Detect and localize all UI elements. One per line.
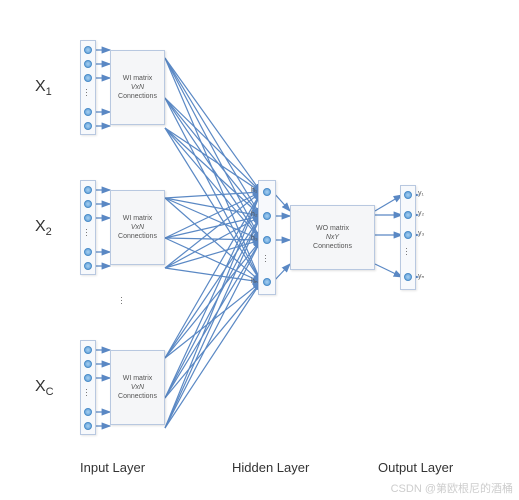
xc-label: XC	[35, 378, 54, 398]
output-neuron	[404, 191, 412, 199]
output-neuron-label: yₙ	[418, 272, 424, 280]
output-neuron-label: y₃	[418, 230, 424, 237]
hidden-layer-label: Hidden Layer	[232, 460, 309, 475]
input-neuron	[84, 262, 92, 270]
hidden-neuron-label: h₁	[251, 187, 257, 194]
wo-matrix: WO matrix NxY Connections	[290, 205, 375, 270]
hidden-neuron	[263, 188, 271, 196]
hidden-neuron	[263, 278, 271, 286]
input-neuron	[84, 74, 92, 82]
ellipsis: ···	[85, 88, 93, 97]
input-neuron	[84, 186, 92, 194]
input-neuron	[84, 422, 92, 430]
hidden-neuron-label: h₂	[251, 211, 258, 218]
output-neuron	[404, 231, 412, 239]
output-neuron	[404, 273, 412, 281]
ellipsis: ···	[85, 388, 93, 397]
input-ellipsis: ···	[120, 296, 128, 305]
input-neuron	[84, 248, 92, 256]
output-neuron-label: y₁	[418, 190, 424, 197]
input-neuron	[84, 360, 92, 368]
input-neuron	[84, 46, 92, 54]
input-neuron	[84, 122, 92, 130]
ellipsis: ···	[405, 247, 413, 256]
x2-label: X2	[35, 218, 52, 238]
hidden-neuron	[263, 212, 271, 220]
input-neuron	[84, 408, 92, 416]
output-layer-label: Output Layer	[378, 460, 453, 475]
input-neuron	[84, 200, 92, 208]
watermark: CSDN @第欧根尼的酒桶	[391, 480, 513, 496]
wi-matrix-c: WI matrix VxN Connections	[110, 350, 165, 425]
input-neuron	[84, 108, 92, 116]
output-neuron	[404, 211, 412, 219]
input-neuron	[84, 60, 92, 68]
output-neuron-label: y₂	[418, 210, 424, 217]
input-layer-label: Input Layer	[80, 460, 145, 475]
ellipsis: ···	[85, 228, 93, 237]
wi-matrix-1: WI matrix VxN Connections	[110, 50, 165, 125]
ellipsis: ···	[264, 254, 272, 263]
x1-label: X1	[35, 78, 52, 98]
hidden-neuron-label: hₙ	[251, 277, 258, 285]
input-neuron	[84, 346, 92, 354]
input-neuron	[84, 214, 92, 222]
input-neuron	[84, 374, 92, 382]
hidden-neuron-label: h₃	[251, 235, 258, 242]
wi-matrix-2: WI matrix VxN Connections	[110, 190, 165, 265]
hidden-neuron	[263, 236, 271, 244]
